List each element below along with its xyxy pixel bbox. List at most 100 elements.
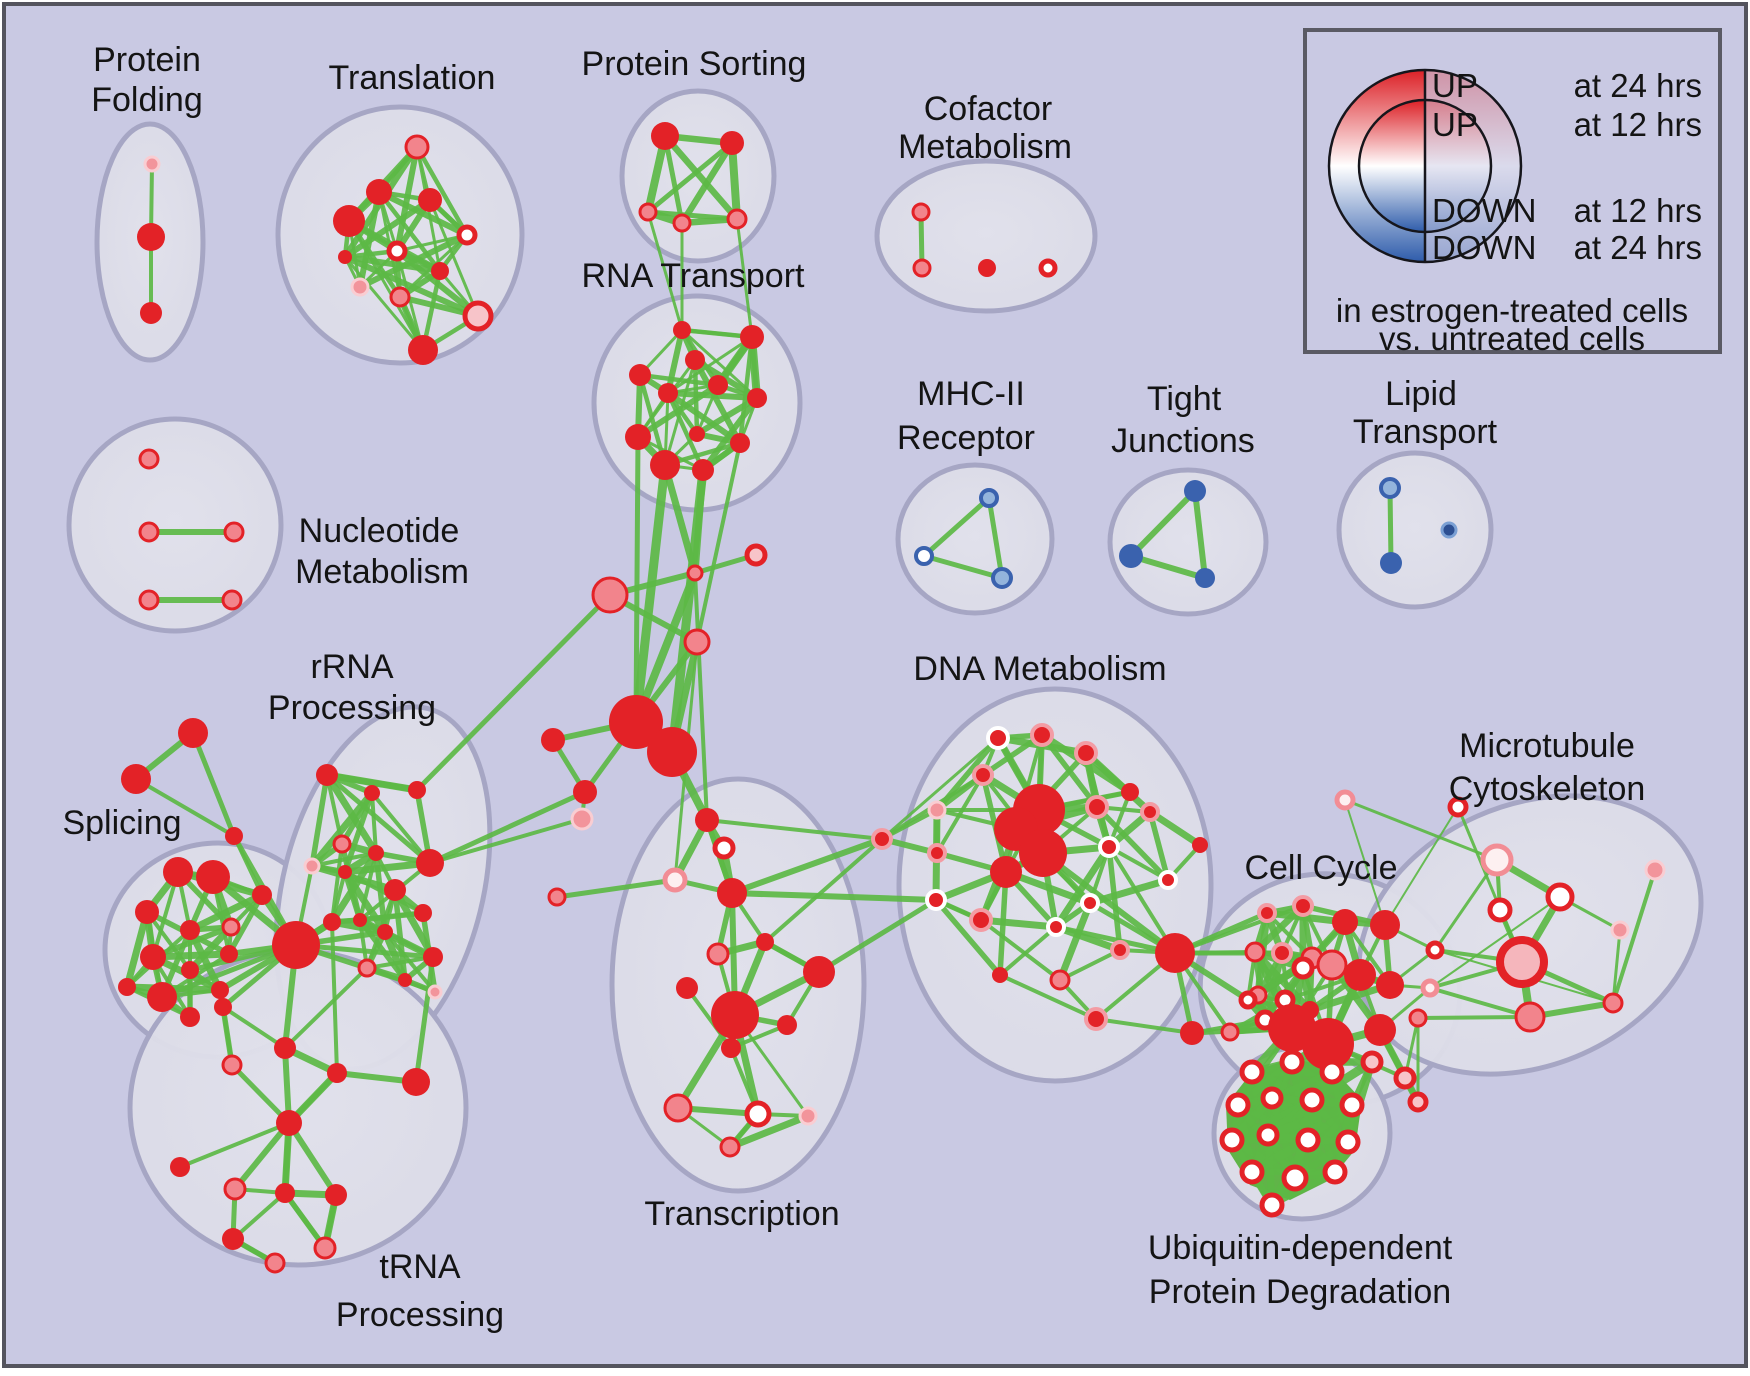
network-node-rrna-processing (332, 834, 352, 854)
network-node-transcription (676, 977, 698, 999)
legend-direction-label: DOWN (1432, 229, 1536, 266)
network-edge (186, 923, 235, 974)
network-node-rna-transport (685, 350, 705, 370)
network-edge (428, 817, 584, 865)
network-node-microtubule-cytoskeleton (1480, 843, 1514, 877)
network-edge (637, 372, 721, 388)
network-node-ubiquitin-dependent-protein-degradation (1260, 1086, 1284, 1110)
cluster-label-protein-folding: Folding (91, 81, 203, 119)
network-node-splicing (118, 978, 136, 996)
network-edge (633, 434, 641, 725)
network-edge (370, 791, 378, 855)
network-node-dna-metabolism (1049, 969, 1071, 991)
network-node-translation (389, 286, 411, 308)
cluster-label-ubiquitin-dependent-protein-degradation: Ubiquitin-dependent (1148, 1229, 1453, 1267)
network-edge (324, 772, 420, 793)
network-edge (343, 255, 425, 352)
network-edge (691, 466, 707, 577)
network-edge (921, 495, 992, 559)
network-node-rrna-processing (323, 913, 341, 931)
network-node-dna-metabolism (1098, 836, 1120, 858)
network-node-cell-cycle (1291, 956, 1315, 980)
network-node-lipid-transport (1380, 552, 1402, 574)
network-node-ubiquitin-dependent-protein-degradation (1256, 1123, 1280, 1147)
network-node-transcription (721, 1038, 741, 1058)
network-node-rrna-processing (414, 904, 432, 922)
network-node-cell-cycle (1257, 903, 1277, 923)
cluster-label-rrna-processing: rRNA (310, 648, 393, 686)
network-edge (392, 887, 408, 983)
network-node-dna-metabolism (927, 843, 947, 863)
cluster-ellipse-mhc-ii-receptor (895, 462, 1055, 616)
network-edge (921, 553, 1005, 581)
network-node-connector (121, 764, 151, 794)
network-node-translation (408, 335, 438, 365)
network-edge (880, 736, 1000, 841)
network-node-translation (350, 277, 370, 297)
network-node-microtubule-cytoskeleton (1610, 920, 1630, 940)
network-node-protein-sorting (672, 213, 692, 233)
network-node-trna-processing (275, 1183, 295, 1203)
legend-direction-label: UP (1432, 67, 1478, 104)
network-node-cofactor-metabolism (911, 202, 931, 222)
network-edge (662, 133, 685, 226)
network-node-ubiquitin-dependent-protein-degradation (1219, 1127, 1245, 1153)
network-node-trna-processing (223, 1177, 247, 1201)
network-node-transcription (798, 1106, 818, 1126)
network-edge (1343, 798, 1499, 862)
network-node-ubiquitin-dependent-protein-degradation (1335, 1129, 1361, 1155)
network-node-splicing (220, 945, 238, 963)
network-node-trna-processing (274, 1037, 296, 1059)
network-edge (1429, 896, 1561, 989)
cluster-label-rrna-processing: Processing (268, 689, 436, 727)
network-node-transcription (717, 878, 747, 908)
network-node-rrna-processing (423, 947, 443, 967)
network-node-ubiquitin-dependent-protein-degradation (1259, 1192, 1285, 1218)
network-node-rrna-processing (408, 781, 426, 799)
network-edge (979, 918, 1062, 982)
network-node-connector (744, 543, 768, 567)
network-node-dna-metabolism (1121, 783, 1139, 801)
network-edge (145, 910, 192, 972)
network-edge (1263, 1100, 1357, 1140)
network-node-rna-transport (740, 325, 764, 349)
network-node-splicing (135, 900, 159, 924)
network-node-tight-junctions (1119, 544, 1143, 568)
network-node-transcription (744, 1100, 772, 1128)
network-node-trna-processing (214, 998, 232, 1016)
legend-direction-label: UP (1432, 106, 1478, 143)
network-node-splicing (181, 961, 199, 979)
network-edge (1107, 845, 1177, 955)
cluster-label-cofactor-metabolism: Metabolism (898, 128, 1072, 166)
network-node-lipid-transport (1379, 477, 1401, 499)
network-edge (665, 327, 685, 396)
cluster-label-trna-processing: Processing (336, 1296, 504, 1334)
legend-inner-left-half (1359, 100, 1425, 232)
network-node-rna-transport (625, 424, 651, 450)
network-edge (661, 461, 699, 577)
network-node-protein-folding (140, 302, 162, 324)
network-node-nucleotide-metabolism (138, 448, 160, 470)
network-node-microtubule-cytoskeleton (1408, 1008, 1428, 1028)
network-edge (1058, 948, 1122, 982)
network-edge (324, 772, 433, 866)
network-node-splicing (211, 981, 229, 999)
network-node-cofactor-metabolism (912, 258, 932, 278)
network-node-microtubule-cytoskeleton (1602, 992, 1624, 1014)
legend-time-label: at 24 hrs (1574, 229, 1702, 266)
cluster-label-rna-transport: RNA Transport (582, 257, 806, 295)
legend-time-label: at 24 hrs (1574, 67, 1702, 104)
network-node-trna-processing (264, 1252, 286, 1274)
network-node-connector (591, 576, 629, 614)
network-node-splicing (140, 944, 166, 970)
network-edge (705, 818, 884, 841)
network-edge (1416, 1015, 1532, 1020)
network-node-microtubule-cytoskeleton (1487, 897, 1513, 923)
network-node-translation (386, 240, 408, 262)
network-node-rna-transport (708, 375, 728, 395)
cluster-ellipse-nucleotide-metabolism (66, 416, 284, 634)
network-node-ubiquitin-dependent-protein-degradation (1299, 1087, 1325, 1113)
network-node-rna-transport (692, 459, 714, 481)
network-node-cell-cycle (1364, 1014, 1396, 1046)
network-edge (342, 254, 481, 319)
